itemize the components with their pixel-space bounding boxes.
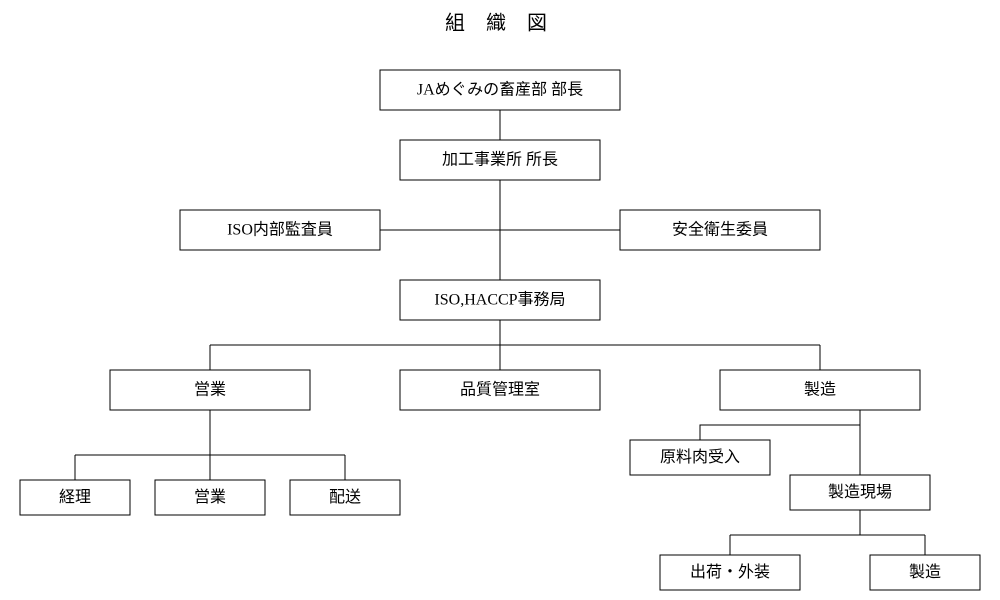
chart-title: 組 織 図 xyxy=(445,12,555,35)
org-node-n7: 品質管理室 xyxy=(400,370,600,410)
org-node-label: 製造 xyxy=(909,563,941,581)
org-node-n9: 経理 xyxy=(20,480,130,515)
org-node-label: 安全衛生委員 xyxy=(672,221,768,239)
org-node-label: 営業 xyxy=(194,381,226,399)
org-node-n14: 出荷・外装 xyxy=(660,555,800,590)
org-node-label: 原料肉受入 xyxy=(660,448,740,466)
org-node-n10: 営業 xyxy=(155,480,265,515)
org-node-n5: ISO,HACCP事務局 xyxy=(400,280,600,320)
org-node-label: 出荷・外装 xyxy=(690,563,770,581)
org-node-label: 営業 xyxy=(194,488,226,506)
org-node-n4: 安全衛生委員 xyxy=(620,210,820,250)
org-node-n15: 製造 xyxy=(870,555,980,590)
org-node-label: 製造現場 xyxy=(828,483,892,501)
org-node-n2: 加工事業所 所長 xyxy=(400,140,600,180)
org-node-label: 配送 xyxy=(329,488,361,506)
org-chart: 組 織 図 JAめぐみの畜産部 部長加工事業所 所長 ISO内部監査員 安全衛生委員… xyxy=(0,0,1000,600)
org-node-n6: 営業 xyxy=(110,370,310,410)
org-node-label: 製造 xyxy=(804,381,836,399)
org-node-n12: 原料肉受入 xyxy=(630,440,770,475)
org-node-n1: JAめぐみの畜産部 部長 xyxy=(380,70,620,110)
org-node-n3: ISO内部監査員 xyxy=(180,210,380,250)
org-node-label: ISO,HACCP事務局 xyxy=(434,291,565,309)
org-node-n8: 製造 xyxy=(720,370,920,410)
org-edge xyxy=(700,425,860,440)
org-node-label: ISO内部監査員 xyxy=(227,221,333,239)
org-node-n13: 製造現場 xyxy=(790,475,930,510)
org-node-label: 経理 xyxy=(59,488,91,506)
org-node-label: 品質管理室 xyxy=(460,381,540,399)
org-node-label: JAめぐみの畜産部 部長 xyxy=(417,81,583,99)
org-node-label: 加工事業所 所長 xyxy=(442,151,558,169)
org-node-n11: 配送 xyxy=(290,480,400,515)
